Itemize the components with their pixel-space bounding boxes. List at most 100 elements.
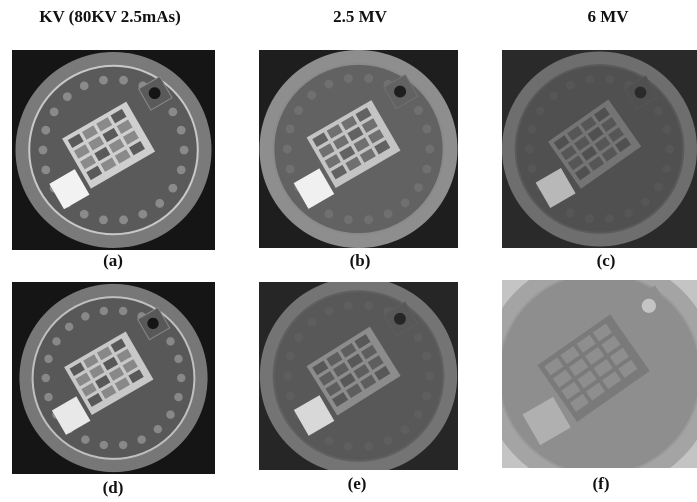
rod (324, 80, 333, 89)
rod (536, 107, 545, 116)
figure: KV (80KV 2.5mAs) 2.5 MV 6 MV (a)(b)(c)(d… (0, 0, 697, 502)
rod (675, 345, 686, 356)
rod (99, 76, 108, 85)
rod (41, 165, 50, 174)
rod (138, 210, 147, 219)
rod (414, 106, 423, 115)
rod (344, 215, 353, 224)
square-dot (147, 318, 158, 329)
rod (422, 165, 431, 174)
ct-image (12, 50, 215, 250)
rod (401, 198, 410, 207)
column-header: 2.5 MV (333, 7, 388, 26)
rod (177, 126, 186, 135)
rod (675, 393, 686, 404)
rod (528, 164, 537, 173)
rod (168, 184, 177, 193)
rod (324, 209, 333, 218)
ct-image (482, 257, 697, 492)
rod (154, 425, 162, 433)
rod (641, 198, 650, 207)
rod (80, 210, 89, 219)
rod (662, 164, 671, 173)
rod (283, 372, 292, 381)
rod (155, 199, 164, 208)
rod (168, 107, 177, 116)
rod (582, 452, 593, 463)
rod (81, 435, 89, 443)
image-content (12, 282, 215, 474)
rod (308, 318, 317, 327)
rod (307, 91, 316, 100)
square-dot (394, 86, 406, 98)
rod (364, 442, 373, 451)
rod (344, 74, 353, 83)
rod (513, 345, 524, 356)
rod (174, 393, 182, 401)
ct-image (502, 50, 697, 248)
rod (425, 145, 434, 154)
rod (39, 146, 48, 155)
rod (63, 92, 72, 101)
rod (654, 183, 663, 192)
rod (344, 442, 353, 451)
rod (364, 215, 373, 224)
rod (283, 145, 292, 154)
rod (513, 393, 524, 404)
rod (559, 446, 570, 457)
rod (177, 374, 185, 382)
rod (180, 146, 189, 155)
rod (294, 333, 303, 342)
rod (665, 145, 674, 154)
rod (665, 414, 676, 425)
panel-label: (e) (348, 474, 367, 493)
rod (384, 436, 393, 445)
rod (650, 433, 661, 444)
rod (294, 106, 303, 115)
rod (174, 355, 182, 363)
image-content (502, 50, 697, 248)
rod (52, 337, 60, 345)
rod (119, 307, 127, 315)
rod (414, 333, 423, 342)
rod (119, 441, 127, 449)
rod (286, 392, 295, 401)
rod (528, 125, 537, 134)
rod (44, 393, 52, 401)
rod (414, 410, 423, 419)
square-dot (149, 87, 161, 99)
rod (422, 124, 431, 133)
rod (629, 446, 640, 457)
panel-label: (f) (593, 474, 610, 493)
rod (662, 125, 671, 134)
rod (582, 285, 593, 296)
rod (425, 372, 434, 381)
rod (44, 355, 52, 363)
square-dot (635, 87, 647, 99)
panel-label: (d) (103, 478, 124, 497)
rod (286, 165, 295, 174)
rod (401, 425, 410, 434)
rod (286, 352, 295, 361)
rod (605, 214, 614, 223)
image-content (259, 50, 458, 248)
rod (364, 301, 373, 310)
rod (422, 392, 431, 401)
panel-label: (b) (350, 251, 371, 270)
panel-label: (c) (597, 251, 616, 270)
rod (100, 307, 108, 315)
ct-image (259, 50, 458, 248)
rod (344, 301, 353, 310)
rod (81, 312, 89, 320)
rod (50, 107, 59, 116)
rod (325, 307, 334, 316)
rod (422, 352, 431, 361)
rod (566, 208, 575, 217)
rod (177, 165, 186, 174)
square-dot (394, 313, 406, 325)
rod (100, 441, 108, 449)
ct-image (259, 277, 458, 474)
rod (414, 183, 423, 192)
panel-label: (a) (103, 251, 123, 270)
rod (384, 209, 393, 218)
